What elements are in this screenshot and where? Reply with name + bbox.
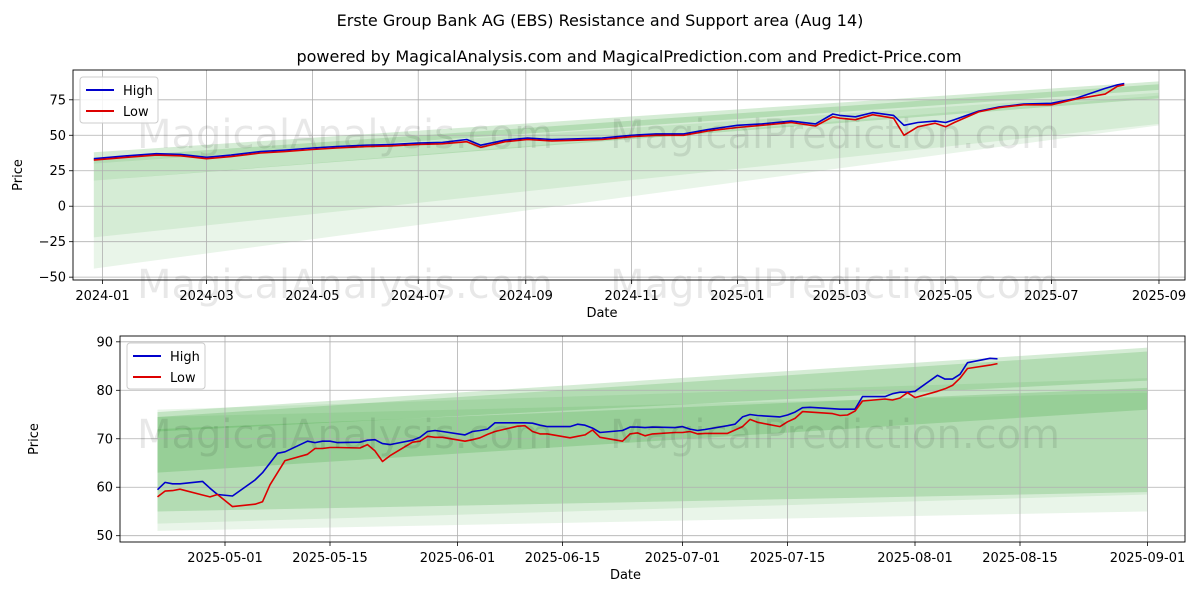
plot-frame xyxy=(119,335,1186,543)
band-0 xyxy=(157,347,1148,432)
band-1 xyxy=(93,84,1159,181)
x-axis-label: Date xyxy=(586,306,617,321)
x-tick-label: 2025-06-15 xyxy=(525,551,601,566)
plot-area xyxy=(120,336,1185,542)
watermark: MagicalPrediction.com xyxy=(610,112,1060,158)
legend-label-low: Low xyxy=(170,371,196,386)
watermark: MagicalAnalysis.com xyxy=(137,262,553,308)
band-0 xyxy=(93,81,1159,164)
series-line-high xyxy=(93,82,1125,160)
x-tick-label: 2024-11 xyxy=(604,289,658,304)
x-tick-label: 2025-03 xyxy=(813,289,867,304)
x-tick-label: 2025-01 xyxy=(710,289,764,304)
band-2 xyxy=(157,387,1148,512)
legend-label-low: Low xyxy=(123,105,149,120)
x-tick-label: 2025-05-01 xyxy=(187,551,263,566)
series-line-low xyxy=(93,84,1125,161)
x-tick-label: 2025-09-01 xyxy=(1110,551,1186,566)
x-tick-label: 2024-09 xyxy=(499,289,553,304)
y-tick-label: 75 xyxy=(49,93,66,108)
watermark: MagicalPrediction.com xyxy=(610,412,1060,458)
x-tick-label: 2025-09 xyxy=(1132,289,1186,304)
x-tick-label: 2024-01 xyxy=(75,289,129,304)
watermark: MagicalAnalysis.com xyxy=(137,112,553,158)
y-tick-label: 90 xyxy=(96,335,113,350)
y-axis-label: Price xyxy=(11,159,26,191)
x-tick-label: 2025-07-15 xyxy=(750,551,826,566)
chart-title: Erste Group Bank AG (EBS) Resistance and… xyxy=(337,11,864,30)
x-tick-label: 2025-07-01 xyxy=(645,551,721,566)
x-tick-label: 2025-07 xyxy=(1024,289,1078,304)
y-tick-label: 50 xyxy=(96,529,113,544)
y-tick-label: −25 xyxy=(39,235,66,250)
x-tick-label: 2025-08-15 xyxy=(982,551,1058,566)
band-2 xyxy=(93,92,1159,238)
legend-label-high: High xyxy=(170,350,200,365)
top-panel: 2024-01 2024-03 2024-05 2024-07 2024-09 2024-… xyxy=(11,69,1186,321)
legend-label-high: High xyxy=(123,84,153,99)
y-tick-label: 70 xyxy=(96,432,113,447)
y-axis-label: Price xyxy=(27,423,42,455)
watermark: MagicalAnalysis.com xyxy=(137,412,553,458)
y-tick-label: 60 xyxy=(96,481,113,496)
y-tick-label: −50 xyxy=(39,271,66,286)
series-line-high xyxy=(156,357,998,497)
x-tick-label: 2025-05 xyxy=(918,289,972,304)
band-3 xyxy=(157,392,1148,524)
plot-area xyxy=(73,70,1185,280)
series-line-low xyxy=(157,362,998,508)
chart-subtitle: powered by MagicalAnalysis.com and Magic… xyxy=(296,47,961,66)
y-tick-label: 25 xyxy=(49,164,66,179)
band-3 xyxy=(93,95,1159,269)
x-tick-label: 2025-06-01 xyxy=(420,551,496,566)
watermark: MagicalPrediction.com xyxy=(610,262,1060,308)
bottom-panel: 2025-05-01 2025-05-15 2025-06-01 2025-06-15… xyxy=(27,335,1186,583)
x-axis-label: Date xyxy=(610,568,641,583)
x-tick-label: 2024-05 xyxy=(285,289,339,304)
y-tick-label: 80 xyxy=(96,384,113,399)
plot-frame xyxy=(72,69,1186,281)
y-tick-label: 0 xyxy=(58,200,66,215)
y-tick-label: 50 xyxy=(49,129,66,144)
band-4 xyxy=(157,378,1148,531)
x-tick-label: 2025-08-01 xyxy=(877,551,953,566)
x-tick-label: 2024-07 xyxy=(391,289,445,304)
x-tick-label: 2024-03 xyxy=(179,289,233,304)
x-tick-label: 2025-05-15 xyxy=(292,551,368,566)
